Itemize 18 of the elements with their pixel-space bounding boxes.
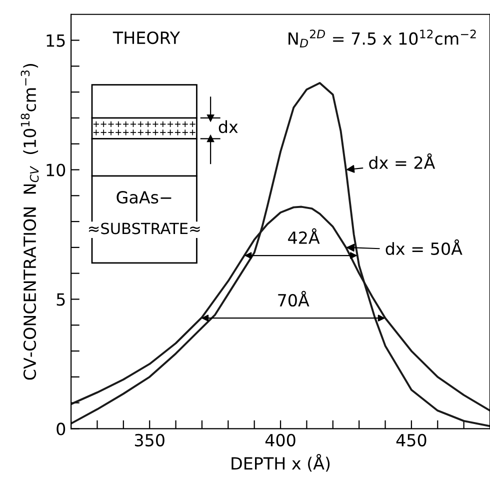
x-tick-label: 400 — [265, 434, 296, 446]
annotation: 42Å — [288, 228, 320, 244]
y-tick-label: 5 — [56, 293, 65, 306]
y-axis-title: CV-CONCENTRATION N$_{CV}$ (10$^{18}$cm$^{−3}$) — [20, 64, 39, 380]
y-tick-label: 0 — [56, 422, 66, 436]
annotation: dx — [218, 120, 238, 134]
annotation: ≈SUBSTRATE≈ — [88, 222, 200, 234]
annotation: GaAs− — [116, 190, 172, 204]
x-tick-label: 350 — [134, 434, 164, 446]
series-label: dx = 2Å — [369, 153, 436, 170]
y-tick-label: 15 — [46, 34, 65, 47]
x-axis-title: DEPTH x (Å) — [232, 454, 330, 472]
annotation: N$_{D}$$^{2D}$ = 7.5 x 10$^{12}$cm$^{−2}$ — [288, 30, 476, 48]
annotation: THEORY — [112, 31, 180, 44]
series-label: dx = 50Å — [386, 239, 462, 256]
x-tick-label: 450 — [396, 434, 426, 446]
annotation: 70Å — [278, 290, 310, 307]
y-tick-label: 10 — [46, 164, 66, 176]
